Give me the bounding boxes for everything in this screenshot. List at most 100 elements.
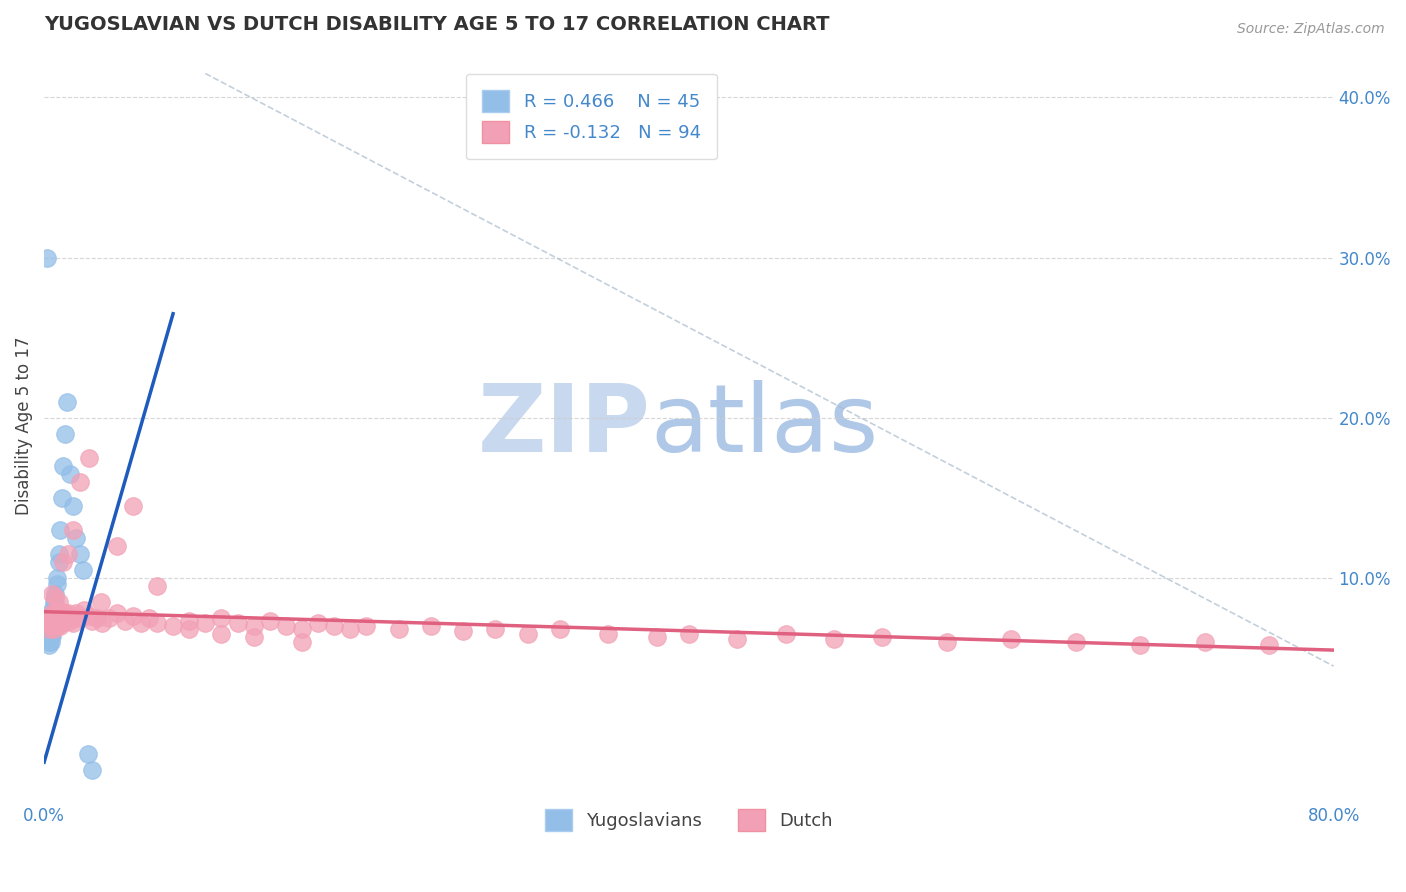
Point — [37, 251, 59, 265]
Point — [323, 619, 346, 633]
Point — [451, 624, 474, 638]
Point — [91, 615, 114, 630]
Point — [44, 619, 66, 633]
Point — [44, 587, 66, 601]
Point — [82, 614, 104, 628]
Point — [58, 607, 80, 621]
Point — [48, 547, 70, 561]
Point — [62, 499, 84, 513]
Point — [41, 587, 63, 601]
Point — [52, 613, 75, 627]
Point — [49, 605, 72, 619]
Point — [209, 611, 232, 625]
Point — [37, 611, 59, 625]
Point — [52, 605, 75, 619]
Point — [62, 615, 84, 630]
Point — [39, 611, 62, 625]
Point — [69, 611, 91, 625]
Point — [51, 615, 73, 630]
Point — [41, 603, 63, 617]
Point — [49, 619, 72, 633]
Point — [49, 523, 72, 537]
Point — [69, 475, 91, 489]
Point — [420, 619, 443, 633]
Point — [37, 627, 59, 641]
Point — [274, 619, 297, 633]
Point — [58, 547, 80, 561]
Point — [114, 614, 136, 628]
Point — [129, 615, 152, 630]
Point — [65, 531, 87, 545]
Point — [146, 579, 169, 593]
Point — [89, 595, 111, 609]
Point — [291, 635, 314, 649]
Point — [51, 491, 73, 505]
Point — [51, 609, 73, 624]
Point — [725, 632, 748, 646]
Point — [55, 394, 77, 409]
Point — [259, 614, 281, 628]
Point — [48, 555, 70, 569]
Point — [44, 613, 66, 627]
Point — [38, 622, 60, 636]
Point — [86, 611, 108, 625]
Y-axis label: Disability Age 5 to 17: Disability Age 5 to 17 — [15, 336, 32, 515]
Point — [42, 595, 65, 609]
Point — [62, 523, 84, 537]
Point — [97, 611, 120, 625]
Point — [42, 622, 65, 636]
Point — [46, 619, 69, 633]
Point — [41, 607, 63, 621]
Point — [52, 458, 75, 473]
Point — [41, 619, 63, 633]
Point — [356, 619, 378, 633]
Point — [52, 555, 75, 569]
Point — [1064, 635, 1087, 649]
Point — [775, 627, 797, 641]
Point — [291, 622, 314, 636]
Point — [307, 615, 329, 630]
Point — [41, 614, 63, 628]
Point — [41, 624, 63, 638]
Point — [194, 615, 217, 630]
Point — [49, 611, 72, 625]
Point — [548, 622, 571, 636]
Point — [242, 619, 264, 633]
Point — [46, 571, 69, 585]
Point — [339, 622, 361, 636]
Point — [121, 609, 143, 624]
Point — [41, 613, 63, 627]
Point — [53, 611, 76, 625]
Point — [138, 611, 160, 625]
Point — [1258, 638, 1281, 652]
Point — [146, 615, 169, 630]
Point — [38, 622, 60, 636]
Point — [41, 607, 63, 622]
Point — [645, 630, 668, 644]
Point — [1000, 632, 1022, 646]
Point — [38, 630, 60, 644]
Point — [73, 603, 96, 617]
Point — [209, 627, 232, 641]
Point — [39, 615, 62, 630]
Point — [44, 591, 66, 605]
Point — [59, 614, 82, 628]
Point — [48, 595, 70, 609]
Text: atlas: atlas — [650, 380, 879, 472]
Point — [38, 615, 60, 630]
Point — [105, 607, 128, 621]
Legend: Yugoslavians, Dutch: Yugoslavians, Dutch — [530, 795, 848, 846]
Point — [38, 627, 60, 641]
Point — [59, 467, 82, 481]
Point — [516, 627, 538, 641]
Point — [41, 629, 63, 643]
Point — [121, 499, 143, 513]
Point — [37, 622, 59, 636]
Point — [39, 611, 62, 625]
Point — [82, 763, 104, 777]
Point — [55, 609, 77, 624]
Point — [37, 619, 59, 633]
Point — [77, 450, 100, 465]
Point — [226, 615, 249, 630]
Point — [42, 615, 65, 630]
